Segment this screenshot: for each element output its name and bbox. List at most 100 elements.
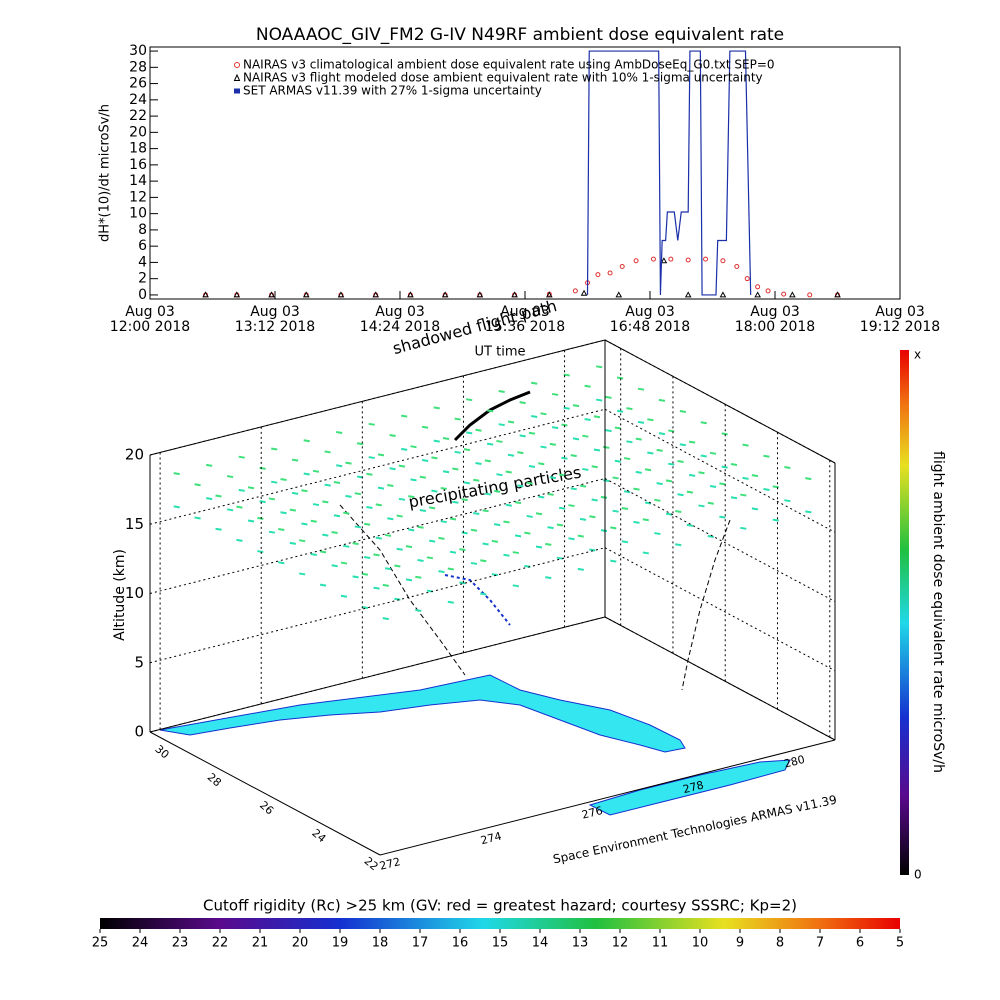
grid-line xyxy=(149,408,606,525)
particle xyxy=(452,500,459,504)
particle xyxy=(679,410,687,414)
shadow-path xyxy=(681,519,731,691)
colorbar-tick-label: 19 xyxy=(332,936,349,951)
particle xyxy=(563,406,570,410)
particle xyxy=(454,417,461,421)
particle xyxy=(612,476,619,480)
particle xyxy=(514,501,522,505)
particle xyxy=(600,529,608,533)
particle xyxy=(514,534,522,538)
particle xyxy=(373,586,380,590)
particle xyxy=(647,418,654,422)
particle xyxy=(600,495,608,499)
particle xyxy=(389,467,396,471)
point xyxy=(734,263,740,269)
x-tick-label: Aug 03 13:12 2018 xyxy=(234,304,316,335)
point xyxy=(720,258,726,264)
particle xyxy=(410,445,417,449)
particle xyxy=(289,508,297,512)
particle xyxy=(570,454,577,458)
colorbar xyxy=(100,918,900,929)
particle xyxy=(354,492,362,496)
particle xyxy=(333,481,341,484)
colorbar-tick-label: 15 xyxy=(492,936,509,951)
particle xyxy=(291,491,299,495)
particle xyxy=(257,516,264,520)
particle xyxy=(642,551,649,555)
z-tick-label: 5 xyxy=(134,653,144,671)
particle xyxy=(447,600,454,604)
particle xyxy=(644,501,652,505)
particle xyxy=(398,497,406,501)
particle xyxy=(644,468,652,472)
y-tick-label: 26 xyxy=(129,76,147,92)
particle xyxy=(561,456,568,460)
particle xyxy=(637,387,645,391)
particle xyxy=(642,518,649,522)
legend-label: SET ARMAS v11.39 with 27% 1-sigma uncert… xyxy=(243,84,542,98)
particle xyxy=(473,511,480,515)
particle xyxy=(665,479,673,483)
particle xyxy=(498,389,505,393)
particle xyxy=(405,545,413,549)
point xyxy=(268,291,275,298)
particle xyxy=(540,445,547,449)
particle xyxy=(206,463,213,467)
point xyxy=(580,289,588,296)
particle xyxy=(343,544,350,548)
particle xyxy=(538,495,545,499)
particle xyxy=(556,556,564,560)
particle xyxy=(549,476,557,480)
particle xyxy=(582,434,589,438)
particle xyxy=(398,464,406,468)
particle xyxy=(635,437,642,441)
grid-line xyxy=(604,478,836,602)
particle xyxy=(236,538,243,542)
colorbar-tick-label: 8 xyxy=(776,936,784,951)
particle xyxy=(503,553,510,557)
x-tick-label: 278 xyxy=(682,778,706,796)
particle xyxy=(484,492,492,496)
point xyxy=(572,288,578,294)
point xyxy=(633,258,639,264)
particle xyxy=(405,578,413,582)
y-tick-label: 0 xyxy=(138,287,147,303)
particle xyxy=(394,597,401,601)
particle xyxy=(417,525,424,529)
particle xyxy=(556,523,564,527)
particle xyxy=(589,548,596,552)
flight-track xyxy=(444,574,511,626)
particle xyxy=(431,456,438,460)
particle xyxy=(470,561,478,565)
grid-line xyxy=(604,547,836,672)
particle xyxy=(547,526,554,530)
particle xyxy=(356,442,364,446)
particle xyxy=(635,470,642,474)
particle xyxy=(354,525,362,529)
particle xyxy=(375,503,382,507)
particle xyxy=(461,531,468,535)
particle xyxy=(440,486,447,490)
y-tick-label: 2 xyxy=(138,271,147,287)
particle xyxy=(384,533,392,537)
particle xyxy=(280,511,287,515)
particle xyxy=(517,484,524,488)
particle xyxy=(486,442,494,446)
x-tick-label: Aug 03 19:12 2018 xyxy=(859,304,941,335)
particle xyxy=(616,376,624,380)
particle xyxy=(503,520,510,524)
point xyxy=(660,257,668,264)
particle xyxy=(226,508,234,512)
particle xyxy=(447,567,454,571)
particle xyxy=(410,478,417,482)
point xyxy=(511,291,518,298)
particle xyxy=(545,542,552,546)
y-tick-label: 22 xyxy=(129,108,147,124)
particle xyxy=(324,483,331,487)
particle xyxy=(626,407,633,411)
x-tick-label: Aug 03 12:00 2018 xyxy=(109,304,191,335)
colorbar-tick-label: x xyxy=(914,348,921,362)
y-tick-label: 30 xyxy=(129,43,147,59)
particle xyxy=(512,584,519,588)
particle xyxy=(621,540,629,544)
